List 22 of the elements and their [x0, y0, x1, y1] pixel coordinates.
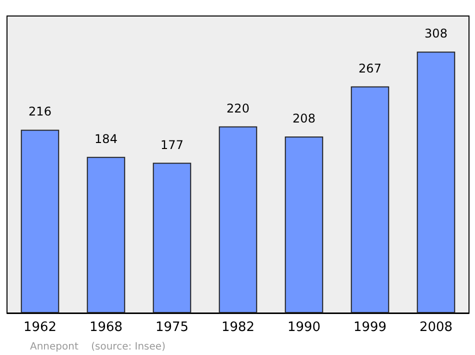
- data-label: 220: [226, 101, 250, 116]
- bar: [218, 126, 258, 313]
- data-label: 208: [292, 111, 316, 126]
- bar: [86, 156, 126, 313]
- text: Annepont (source: Insee): [30, 342, 166, 352]
- bar: [350, 86, 390, 313]
- x-tick-label: 1968: [89, 320, 123, 335]
- bar: [284, 136, 324, 313]
- data-label: 267: [358, 61, 382, 76]
- x-tick-label: 1982: [221, 320, 255, 335]
- bar: [20, 130, 60, 313]
- x-tick-label: 1975: [155, 320, 189, 335]
- bar: [416, 52, 456, 313]
- x-tick-label: 1990: [287, 320, 321, 335]
- data-label: 308: [424, 26, 448, 41]
- data-label: 216: [28, 104, 52, 119]
- data-label: 184: [94, 132, 118, 146]
- x-tick-label: 1999: [353, 320, 387, 335]
- x-tick-label: 2008: [419, 320, 453, 335]
- x-tick-label: 1962: [23, 320, 57, 335]
- data-label: 177: [160, 138, 184, 152]
- bar: [152, 162, 192, 313]
